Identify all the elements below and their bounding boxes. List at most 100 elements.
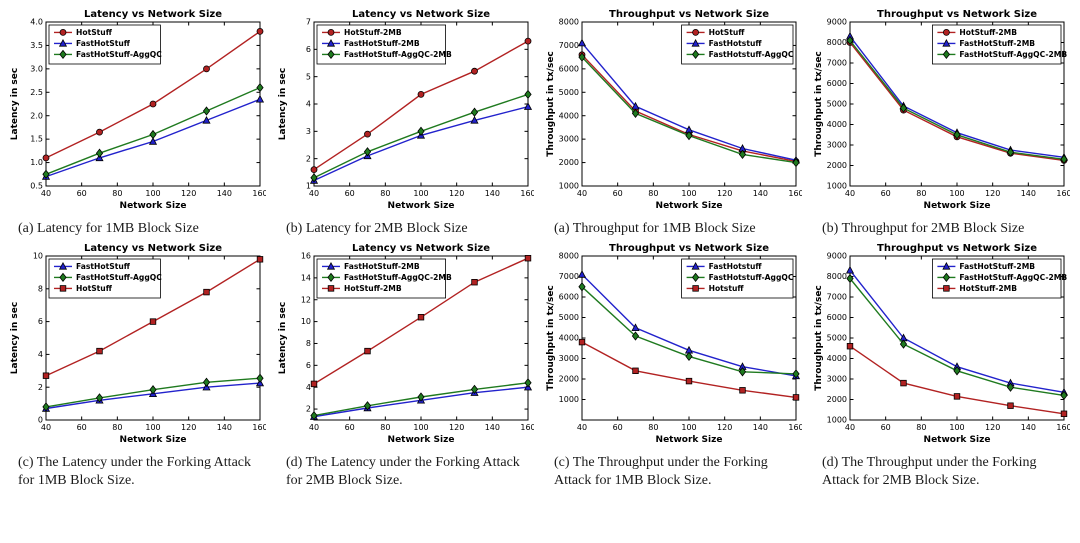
x-tick-label: 160	[788, 189, 802, 198]
series-marker-square	[471, 279, 478, 286]
y-tick-label: 4	[306, 383, 311, 392]
series-marker-diamond	[899, 103, 908, 113]
legend-label: FastHotStuff-2MB	[344, 39, 420, 48]
y-tick-label: 3000	[559, 135, 579, 144]
y-tick-label: 3000	[827, 375, 847, 384]
x-tick-label: 120	[449, 189, 464, 198]
y-tick-label: 4	[38, 350, 43, 359]
y-tick-label: 6000	[827, 79, 847, 88]
series-marker-circle	[417, 91, 425, 98]
series-marker-circle	[42, 154, 50, 162]
x-tick-label: 80	[380, 423, 390, 432]
series-marker-triangle	[255, 94, 265, 103]
x-tick-label: 60	[345, 189, 355, 198]
y-tick-label: 7000	[559, 272, 579, 281]
x-tick-label: 40	[845, 189, 855, 198]
series-marker-diamond	[1060, 154, 1068, 164]
series-marker-square	[1007, 402, 1014, 410]
x-tick-label: 160	[520, 423, 534, 432]
x-tick-label: 100	[413, 423, 428, 432]
y-axis-label: Latency in sec	[278, 68, 288, 140]
y-axis-label: Latency in sec	[10, 302, 20, 374]
series-marker-diamond	[1006, 147, 1015, 157]
series-marker-diamond	[149, 129, 157, 140]
x-tick-label: 140	[753, 423, 768, 432]
y-axis-label: Throughput in tx/sec	[546, 51, 556, 157]
legend-label: HotStuff-2MB	[959, 28, 1017, 37]
series-marker-square	[632, 367, 639, 375]
y-tick-label: 2.5	[30, 88, 43, 97]
series-marker-diamond	[846, 274, 854, 284]
series-marker-diamond	[899, 339, 908, 349]
y-tick-label: 6	[306, 361, 311, 370]
x-tick-label: 60	[77, 423, 87, 432]
chart-cell-latency-forking-1mb: Latency vs Network Size 40 60 80 100 120 140 16…	[4, 240, 270, 490]
chart-cell-throughput-forking-2mb: Throughput vs Network Size 40 60 80 100 120 14…	[808, 240, 1074, 490]
y-tick-label: 8000	[827, 272, 847, 281]
x-tick-label: 80	[916, 423, 926, 432]
x-tick-label: 100	[949, 189, 964, 198]
series-marker-triangle	[202, 115, 211, 124]
series-marker-diamond	[631, 108, 640, 119]
series-marker-diamond	[691, 272, 700, 283]
plot-title: Latency vs Network Size	[352, 243, 490, 254]
y-tick-label: 2	[306, 154, 311, 163]
y-tick-label: 7000	[559, 41, 579, 50]
chart-caption: (b) Latency for 2MB Block Size	[286, 221, 468, 236]
series-marker-triangle	[942, 262, 951, 270]
y-tick-label: 8000	[559, 18, 579, 27]
plot-title: Latency vs Network Size	[84, 243, 222, 254]
y-tick-label: 1000	[827, 182, 847, 191]
y-axis-label: Throughput in tx/sec	[814, 285, 824, 391]
x-axis-label: Network Size	[924, 201, 991, 211]
y-tick-label: 2000	[559, 158, 579, 167]
chart-caption: (a) Latency for 1MB Block Size	[18, 221, 199, 236]
legend-label: Hotstuff	[709, 284, 745, 293]
series-marker-triangle	[577, 270, 587, 278]
x-tick-label: 80	[112, 189, 122, 198]
chart-caption: (c) The Latency under the Forking Attack…	[18, 455, 251, 489]
chart-caption: (b) Throughput for 2MB Block Size	[822, 221, 1025, 236]
series-marker-triangle	[470, 115, 479, 124]
legend-label: HotStuff-2MB	[959, 284, 1017, 293]
series-marker-triangle	[326, 262, 336, 270]
series-marker-circle	[59, 28, 67, 36]
y-tick-label: 7000	[827, 293, 847, 302]
series-marker-square	[943, 285, 950, 292]
legend-label: FastHotStuff-AggQC	[76, 273, 162, 282]
series-marker-triangle	[523, 102, 533, 110]
x-tick-label: 100	[145, 189, 160, 198]
plot-title: Throughput vs Network Size	[877, 243, 1037, 254]
y-tick-label: 3.0	[30, 64, 43, 73]
x-tick-label: 160	[1056, 189, 1070, 198]
chart-caption: (a) Throughput for 1MB Block Size	[554, 221, 756, 236]
series-marker-square	[203, 289, 210, 296]
series-marker-triangle	[691, 38, 700, 47]
y-tick-label: 1000	[559, 395, 579, 404]
series-marker-diamond	[95, 393, 104, 403]
throughput-1mb-chart: Throughput vs Network Size 40 60 80 100 120 14…	[546, 9, 802, 211]
x-tick-label: 60	[881, 423, 891, 432]
series-marker-diamond	[42, 402, 50, 412]
x-axis-label: Network Size	[120, 201, 187, 211]
series-marker-diamond	[202, 106, 211, 116]
latency-1mb-chart: Latency vs Network Size 40 60 80 100 120 140 16…	[10, 9, 266, 211]
x-tick-label: 60	[881, 189, 891, 198]
series-marker-diamond	[942, 49, 951, 60]
y-tick-label: 6000	[827, 313, 847, 322]
x-tick-label: 140	[1021, 189, 1036, 198]
series-marker-diamond	[631, 331, 640, 341]
x-tick-label: 140	[753, 189, 768, 198]
series-marker-square	[96, 348, 103, 355]
x-tick-label: 60	[613, 189, 623, 198]
series-marker-diamond	[953, 130, 961, 140]
chart-cell-throughput-forking-1mb: Throughput vs Network Size 40 60 80 100 120 14…	[540, 240, 806, 490]
x-tick-label: 40	[309, 423, 319, 432]
legend-box	[48, 258, 161, 299]
series-marker-square	[42, 372, 50, 380]
legend-label: FastHotStuff-2MB	[344, 262, 420, 271]
legend-label: FastHotStuff-2MB	[959, 39, 1035, 48]
y-tick-label: 8000	[559, 252, 579, 261]
legend-label: FastHotStuff-AggQC-2MB	[959, 50, 1067, 59]
